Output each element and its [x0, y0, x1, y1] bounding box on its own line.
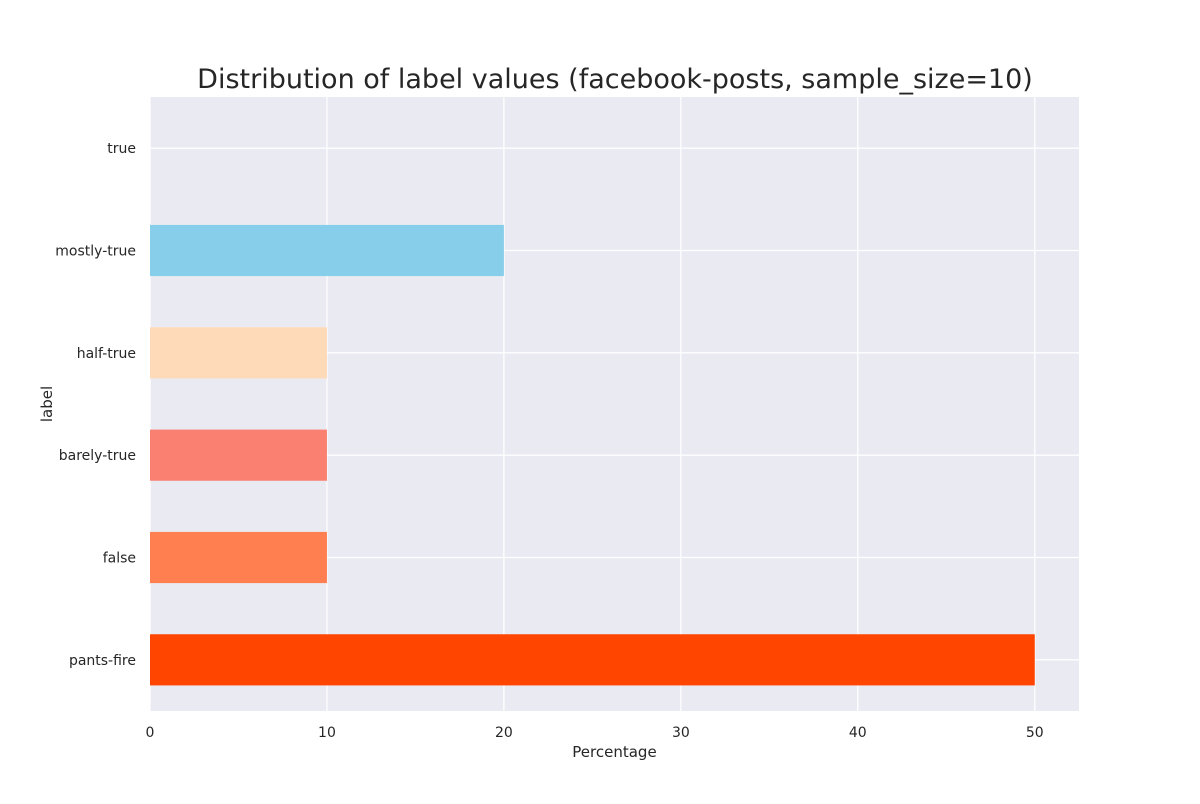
x-tick-label: 50 — [1026, 725, 1044, 741]
x-tick-label: 30 — [672, 725, 690, 741]
chart-title: Distribution of label values (facebook-p… — [197, 64, 1033, 95]
y-tick-label: false — [103, 551, 136, 567]
plot-area — [150, 97, 1079, 711]
y-tick-label: barely-true — [59, 448, 136, 464]
y-tick-label: pants-fire — [69, 653, 136, 669]
bar-barely-true — [150, 429, 327, 481]
y-axis-label: label — [38, 386, 56, 422]
bar-half-true — [150, 327, 327, 379]
bar-false — [150, 531, 327, 584]
x-tick-label: 0 — [146, 725, 155, 741]
x-tick-label: 20 — [495, 725, 513, 741]
y-tick-label: true — [107, 141, 136, 157]
bars — [150, 224, 1035, 686]
x-tick-label: 10 — [318, 725, 336, 741]
y-tick-label: half-true — [77, 346, 136, 362]
tick-labels: 0 10 20 30 40 50 pants-fire false barely-true hal… — [55, 141, 1043, 741]
x-axis-label: Percentage — [572, 743, 656, 761]
x-tick-label: 40 — [849, 725, 867, 741]
bar-pants-fire — [150, 634, 1035, 686]
bar-mostly-true — [150, 224, 504, 277]
y-tick-label: mostly-true — [55, 244, 136, 260]
